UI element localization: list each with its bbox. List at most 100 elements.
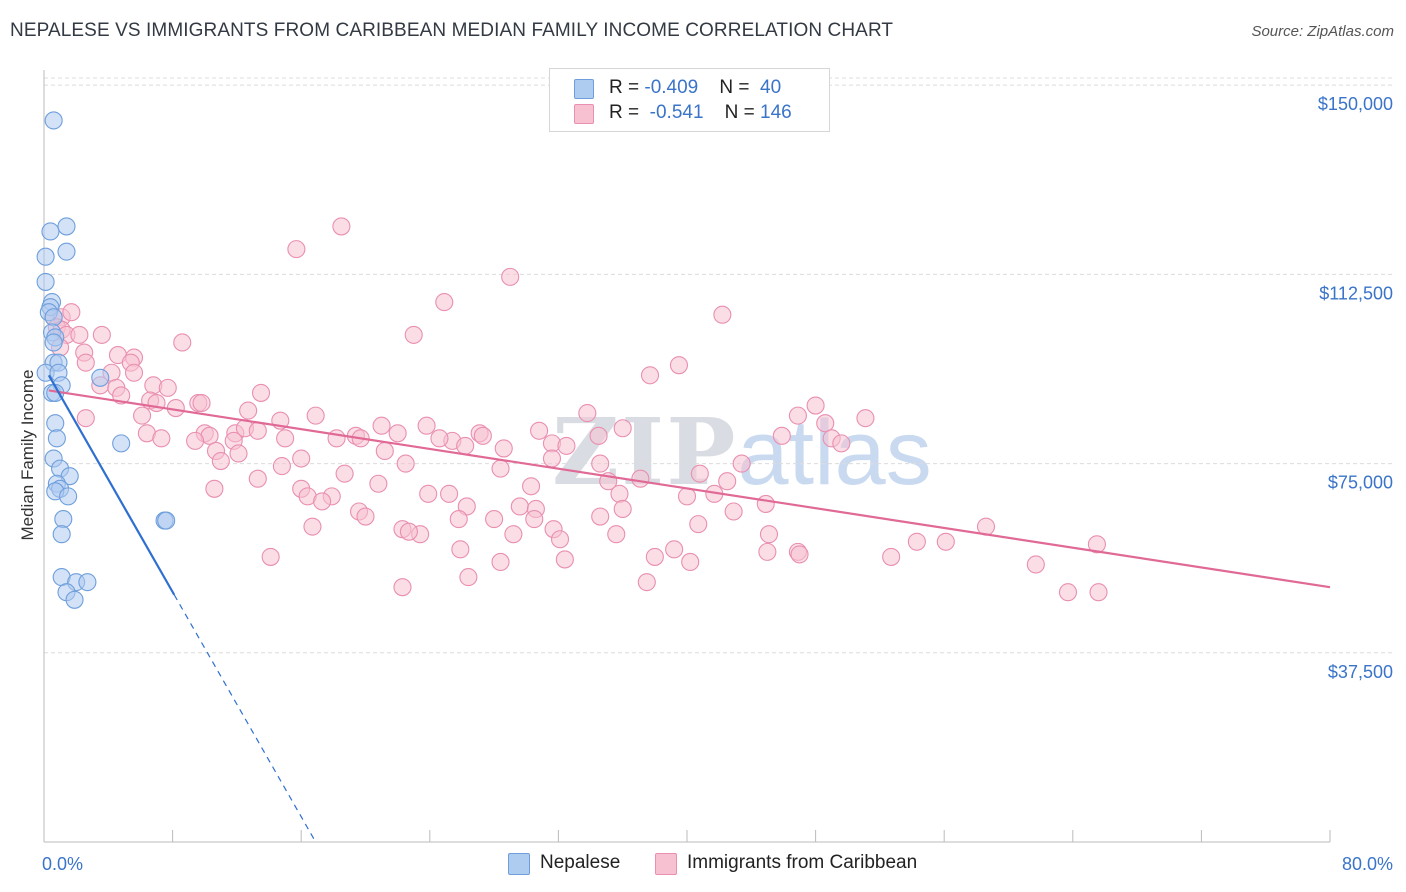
y-tick-label: $112,500 xyxy=(1319,283,1393,303)
point-nepalese xyxy=(112,434,131,453)
point-caribbean xyxy=(510,497,529,516)
point-caribbean xyxy=(690,464,709,483)
point-caribbean xyxy=(557,436,576,455)
point-caribbean xyxy=(239,401,258,420)
point-caribbean xyxy=(276,429,295,448)
point-caribbean xyxy=(229,444,248,463)
point-caribbean xyxy=(806,396,825,415)
point-nepalese xyxy=(47,429,66,448)
point-caribbean xyxy=(525,510,544,529)
point-caribbean xyxy=(631,469,650,488)
n-value: 40 xyxy=(760,77,782,98)
point-caribbean xyxy=(530,421,549,440)
bottom-legend-swatch-caribbean xyxy=(655,853,677,875)
point-caribbean xyxy=(790,545,809,564)
point-caribbean xyxy=(335,464,354,483)
point-caribbean xyxy=(459,568,478,587)
point-caribbean xyxy=(637,573,656,592)
point-caribbean xyxy=(591,454,610,473)
x-tick-label: 0.0% xyxy=(42,854,83,874)
point-caribbean xyxy=(112,386,131,405)
point-caribbean xyxy=(936,532,955,551)
point-caribbean xyxy=(158,378,177,397)
point-caribbean xyxy=(681,552,700,572)
r-value: -0.541 xyxy=(649,102,704,123)
point-caribbean xyxy=(456,436,475,455)
point-caribbean xyxy=(501,267,520,286)
point-nepalese xyxy=(78,573,97,592)
point-caribbean xyxy=(173,333,192,352)
bottom-legend-swatch-nepalese xyxy=(508,853,530,875)
point-caribbean xyxy=(504,525,523,544)
point-caribbean xyxy=(907,532,926,551)
tick-labels: $37,500 $75,000 $112,500 $150,000 0.0% 80.0% xyxy=(42,94,1393,874)
point-caribbean xyxy=(388,424,407,443)
legend-swatch-nepalese xyxy=(574,79,594,99)
trend-line-nepalese-extension xyxy=(173,594,317,843)
point-caribbean xyxy=(261,547,280,566)
point-nepalese xyxy=(36,272,55,291)
point-caribbean xyxy=(832,434,851,453)
point-caribbean xyxy=(192,393,211,413)
point-caribbean xyxy=(689,515,708,534)
point-caribbean xyxy=(613,499,632,519)
y-tick-label: $75,000 xyxy=(1328,473,1393,493)
trend-line-caribbean xyxy=(48,389,1331,589)
point-caribbean xyxy=(1089,583,1108,602)
point-caribbean xyxy=(303,517,322,536)
point-caribbean xyxy=(473,426,492,445)
point-caribbean xyxy=(451,540,470,559)
point-caribbean xyxy=(133,406,152,425)
point-caribbean xyxy=(610,484,629,503)
point-caribbean xyxy=(449,510,468,529)
y-tick-label: $37,500 xyxy=(1328,662,1393,682)
point-caribbean xyxy=(152,429,171,448)
point-caribbean xyxy=(640,366,660,385)
point-nepalese xyxy=(46,414,65,433)
point-nepalese xyxy=(44,333,63,352)
point-caribbean xyxy=(756,494,775,513)
point-caribbean xyxy=(417,416,436,435)
r-label: R = xyxy=(609,77,645,98)
point-caribbean xyxy=(491,459,510,478)
point-caribbean xyxy=(186,431,205,450)
point-caribbean xyxy=(882,547,901,566)
point-caribbean xyxy=(272,457,291,476)
point-caribbean xyxy=(645,547,664,566)
point-caribbean xyxy=(1087,535,1106,554)
trend-lines xyxy=(47,374,1331,843)
point-caribbean xyxy=(788,406,807,425)
point-caribbean xyxy=(430,429,449,448)
point-caribbean xyxy=(205,479,224,498)
point-caribbean xyxy=(92,325,111,344)
n-value: 146 xyxy=(760,102,792,123)
point-caribbean xyxy=(248,469,267,488)
point-caribbean xyxy=(327,429,346,448)
point-nepalese xyxy=(65,590,84,609)
point-caribbean xyxy=(393,578,412,597)
point-caribbean xyxy=(665,540,684,559)
point-nepalese xyxy=(44,308,63,327)
n-label: N = xyxy=(724,102,761,123)
point-caribbean xyxy=(292,449,311,468)
point-caribbean xyxy=(399,522,418,541)
point-nepalese xyxy=(54,510,73,529)
point-caribbean xyxy=(356,507,375,526)
watermark-atlas: atlas xyxy=(737,402,932,504)
point-caribbean xyxy=(758,542,777,561)
point-caribbean xyxy=(70,325,89,344)
point-nepalese xyxy=(52,525,71,544)
r-value: -0.409 xyxy=(644,77,699,98)
point-caribbean xyxy=(369,474,388,493)
watermark: ZIPatlas xyxy=(552,398,932,506)
legend-text-nepalese: R = -0.409 N = 40 xyxy=(609,77,781,99)
n-label: N = xyxy=(719,77,755,98)
point-caribbean xyxy=(491,552,510,572)
point-caribbean xyxy=(772,426,791,445)
point-caribbean xyxy=(1026,555,1045,574)
point-caribbean xyxy=(759,525,779,544)
point-caribbean xyxy=(287,240,306,259)
point-caribbean xyxy=(396,454,415,473)
point-caribbean xyxy=(435,293,454,312)
